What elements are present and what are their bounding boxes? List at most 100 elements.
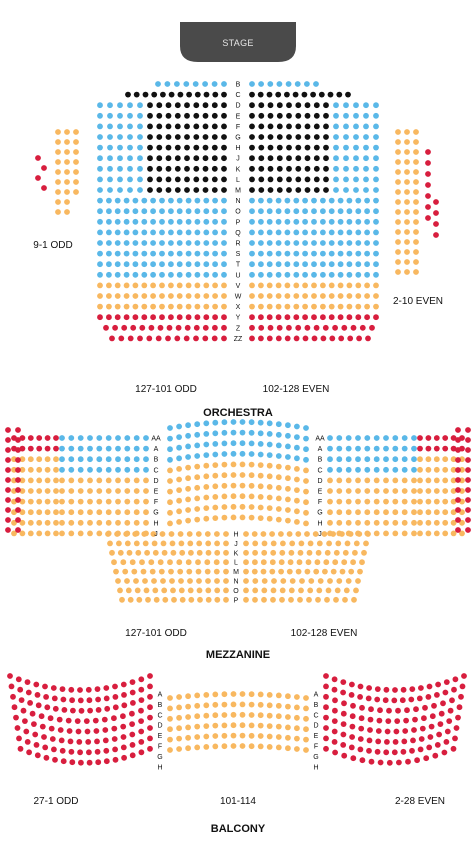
orchestra-seat[interactable] [355, 271, 362, 278]
mezzanine-seat[interactable] [203, 441, 210, 448]
mezzanine-seat[interactable] [373, 498, 380, 505]
orchestra-seat[interactable] [302, 314, 308, 321]
balcony-seat[interactable] [129, 710, 135, 717]
mezzanine-seat[interactable] [411, 456, 417, 463]
orchestra-seat[interactable] [168, 261, 174, 268]
mezzanine-seat[interactable] [133, 445, 140, 452]
orchestra-seat[interactable] [155, 335, 162, 342]
mezzanine-seat[interactable] [186, 531, 193, 537]
mezzanine-seat[interactable] [117, 549, 124, 556]
orchestra-seat[interactable] [106, 197, 112, 204]
mezzanine-seat[interactable] [203, 484, 210, 490]
orchestra-seat[interactable] [114, 282, 121, 289]
mezzanine-seat[interactable] [465, 427, 471, 433]
mezzanine-seat[interactable] [239, 482, 246, 489]
mezzanine-seat[interactable] [344, 540, 351, 547]
orchestra-seat[interactable] [302, 282, 308, 289]
orchestra-seat[interactable] [313, 324, 320, 331]
balcony-seat[interactable] [112, 746, 118, 753]
mezzanine-seat[interactable] [392, 445, 399, 452]
orchestra-seat[interactable] [293, 303, 300, 310]
mezzanine-seat[interactable] [364, 466, 371, 473]
balcony-seat[interactable] [368, 758, 375, 765]
mezzanine-seat[interactable] [77, 509, 84, 516]
mezzanine-seat[interactable] [411, 519, 417, 526]
orchestra-seat[interactable] [117, 123, 123, 130]
mezzanine-seat[interactable] [465, 507, 471, 513]
mezzanine-seat[interactable] [425, 466, 432, 473]
balcony-seat[interactable] [417, 746, 424, 753]
balcony-seat[interactable] [48, 725, 55, 732]
mezzanine-seat[interactable] [77, 477, 84, 484]
orchestra-seat[interactable] [212, 218, 219, 225]
orchestra-box-seat[interactable] [413, 139, 419, 145]
balcony-seat[interactable] [15, 676, 22, 683]
balcony-seat[interactable] [359, 757, 366, 764]
mezzanine-seat[interactable] [373, 445, 380, 452]
orchestra-box-seat[interactable] [425, 171, 431, 177]
balcony-seat[interactable] [167, 715, 173, 722]
orchestra-box-seat[interactable] [55, 199, 61, 205]
mezzanine-seat[interactable] [44, 456, 51, 463]
orchestra-seat[interactable] [302, 271, 308, 278]
orchestra-seat[interactable] [203, 91, 210, 98]
balcony-seat[interactable] [340, 742, 347, 748]
mezzanine-seat[interactable] [355, 578, 361, 584]
mezzanine-seat[interactable] [212, 451, 219, 458]
balcony-seat[interactable] [323, 745, 329, 752]
balcony-seat[interactable] [176, 746, 183, 752]
orchestra-seat[interactable] [343, 155, 349, 162]
mezzanine-seat[interactable] [196, 549, 203, 556]
balcony-seat[interactable] [94, 738, 100, 745]
mezzanine-seat[interactable] [286, 531, 293, 537]
mezzanine-seat[interactable] [303, 520, 309, 527]
mezzanine-seat[interactable] [330, 568, 337, 575]
balcony-seat[interactable] [357, 746, 364, 753]
mezzanine-seat[interactable] [178, 540, 185, 547]
orchestra-box-seat[interactable] [35, 155, 41, 161]
orchestra-box-seat[interactable] [395, 129, 401, 135]
orchestra-box-seat[interactable] [404, 169, 410, 175]
orchestra-seat[interactable] [328, 197, 335, 204]
mezzanine-seat[interactable] [44, 509, 51, 516]
orchestra-seat[interactable] [343, 123, 349, 130]
mezzanine-seat[interactable] [289, 578, 296, 584]
mezzanine-seat[interactable] [455, 427, 461, 433]
orchestra-seat[interactable] [346, 229, 353, 236]
orchestra-seat[interactable] [159, 240, 165, 246]
orchestra-seat[interactable] [373, 134, 379, 140]
mezzanine-seat[interactable] [44, 477, 51, 484]
orchestra-seat[interactable] [185, 271, 192, 278]
orchestra-seat[interactable] [286, 123, 292, 130]
balcony-seat[interactable] [368, 706, 374, 713]
mezzanine-seat[interactable] [239, 461, 246, 468]
orchestra-seat[interactable] [258, 218, 264, 225]
orchestra-box-seat[interactable] [395, 169, 401, 175]
mezzanine-seat[interactable] [345, 466, 352, 473]
mezzanine-seat[interactable] [355, 466, 361, 473]
orchestra-box-seat[interactable] [413, 189, 419, 195]
orchestra-box-seat[interactable] [64, 149, 70, 155]
balcony-seat[interactable] [23, 728, 30, 735]
orchestra-seat[interactable] [211, 165, 218, 172]
mezzanine-seat[interactable] [5, 487, 11, 493]
orchestra-seat[interactable] [355, 197, 362, 204]
balcony-seat[interactable] [120, 723, 127, 730]
orchestra-seat[interactable] [258, 261, 264, 268]
balcony-seat[interactable] [185, 693, 192, 700]
mezzanine-seat[interactable] [261, 540, 268, 547]
orchestra-seat[interactable] [103, 324, 109, 331]
balcony-seat[interactable] [69, 759, 76, 766]
orchestra-box-seat[interactable] [404, 189, 410, 195]
balcony-seat[interactable] [138, 749, 145, 756]
orchestra-seat[interactable] [337, 240, 344, 246]
orchestra-seat[interactable] [323, 176, 329, 183]
mezzanine-seat[interactable] [450, 477, 457, 484]
mezzanine-seat[interactable] [150, 531, 157, 537]
balcony-seat[interactable] [239, 701, 246, 708]
mezzanine-seat[interactable] [383, 488, 389, 494]
orchestra-seat[interactable] [373, 293, 379, 299]
orchestra-seat[interactable] [293, 229, 300, 236]
mezzanine-seat[interactable] [96, 466, 103, 473]
balcony-seat[interactable] [341, 700, 347, 707]
